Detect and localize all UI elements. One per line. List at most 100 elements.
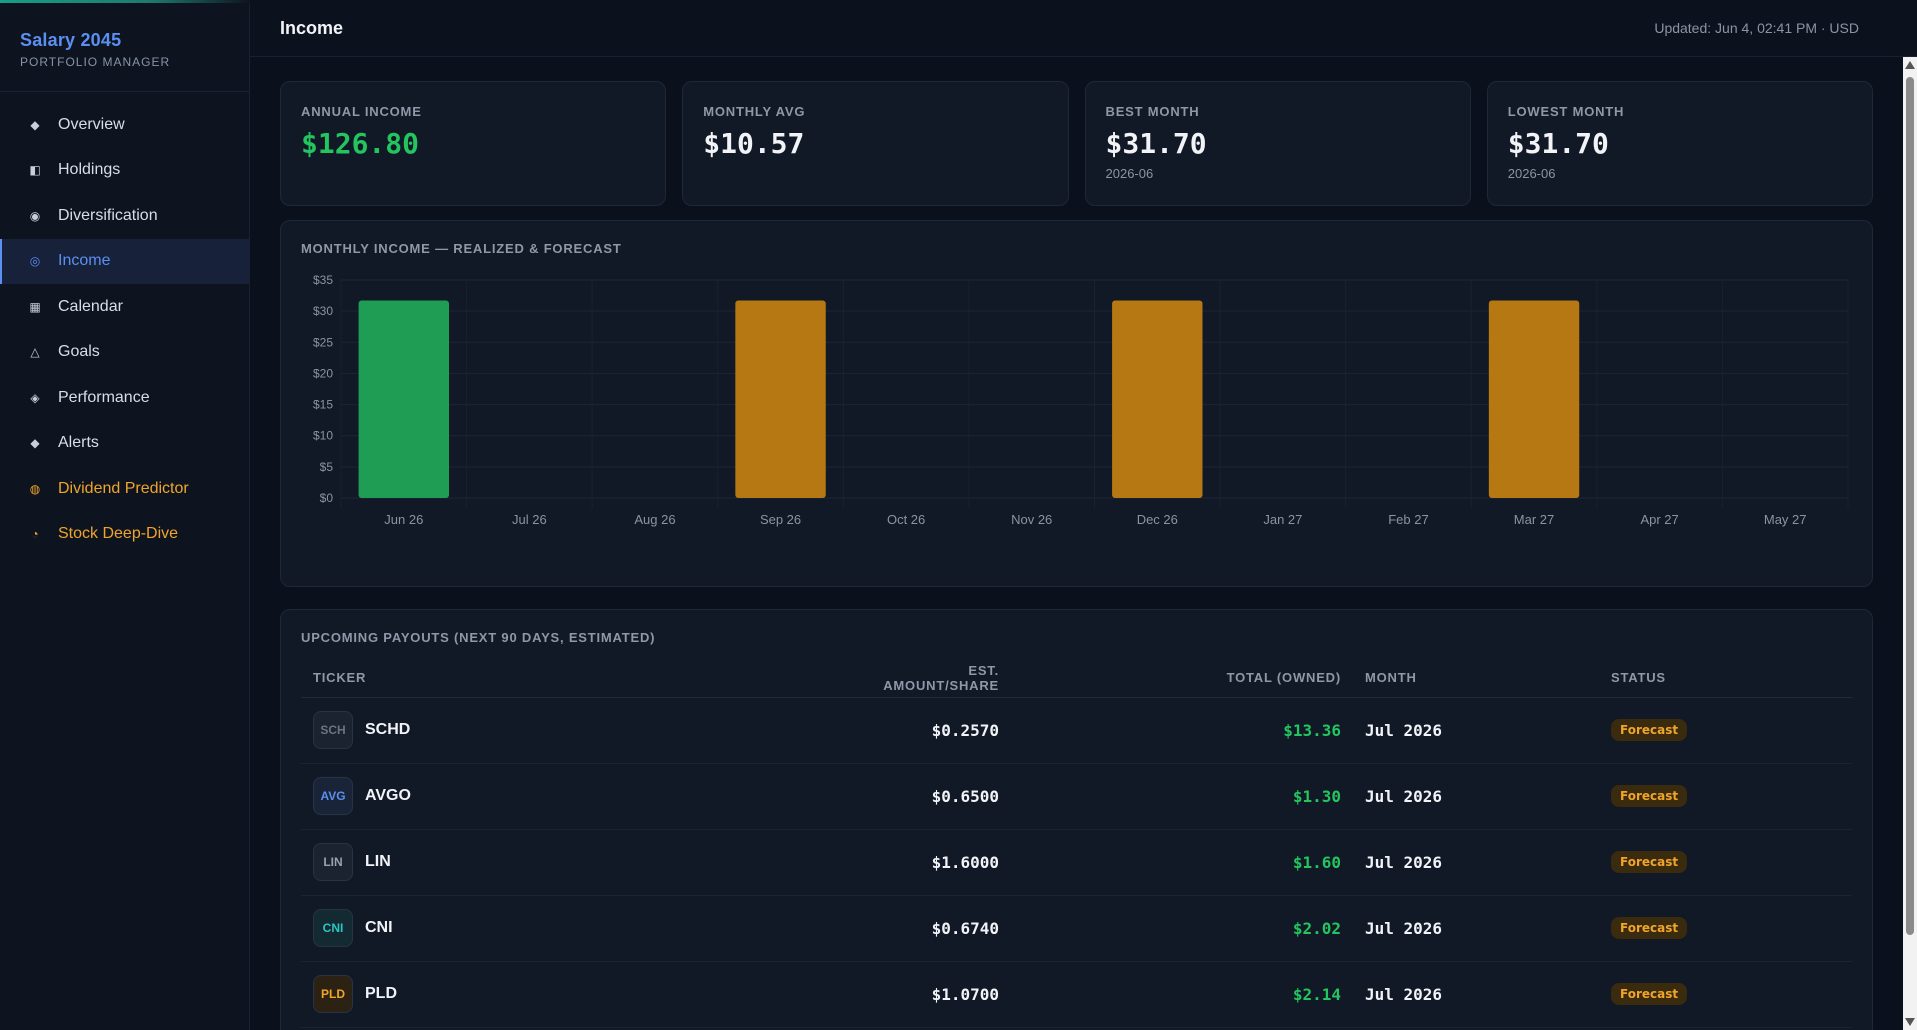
sidebar-item-stock-deep-dive[interactable]: ◔ Stock Deep-Dive [0,512,249,558]
sidebar-item-diversification[interactable]: ◉ Diversification [0,193,249,239]
scrollbar-thumb[interactable] [1906,77,1914,935]
upcoming-payouts-panel: UPCOMING PAYOUTS (NEXT 90 DAYS, ESTIMATE… [280,609,1873,1030]
sidebar-item-label: Goals [58,343,100,361]
ticker-symbol: LIN [365,853,391,870]
table-row[interactable]: PLD PLD $1.0700 $2.14 Jul 2026 Forecast [301,961,1852,1028]
ticker-logo: SCH [313,711,353,749]
total-owned: $1.60 [1011,829,1353,896]
brand-subtitle: PORTFOLIO MANAGER [20,55,171,69]
sidebar-item-income[interactable]: ◎ Income [0,238,249,284]
chart-x-tick-label: Apr 27 [1640,512,1678,527]
ticker-logo: AVG [313,777,353,815]
chart-x-tick-label: Jan 27 [1263,512,1302,527]
ticker-symbol: PLD [365,985,397,1002]
chart-x-tick-label: Mar 27 [1514,512,1554,527]
chart-y-tick-label: $10 [313,429,333,443]
kpi-subtext: 2026-06 [1507,166,1556,181]
chart-x-tick-label: Jul 26 [512,512,547,527]
table-row[interactable]: AVG AVGO $0.6500 $1.30 Jul 2026 Forecast [301,763,1852,830]
payouts-table: TICKER EST. AMOUNT/SHARE TOTAL (OWNED) M… [301,659,1852,1028]
sidebar: Salary 2045 PORTFOLIO MANAGER ◆ Overview … [0,0,250,1030]
kpi-best-month: BEST MONTH $31.70 2026-06 [1084,81,1471,206]
status-badge: Forecast [1611,983,1688,1005]
kpi-value: $126.80 [301,127,420,160]
chart-bar [735,300,826,498]
sidebar-item-dividend-predictor[interactable]: ◍ Dividend Predictor [0,466,249,512]
updated-timestamp: Updated: Jun 4, 02:41 PM · USD [1654,20,1859,36]
target-icon: ◉ [29,208,41,223]
triangle-icon: △ [30,345,40,360]
coin-icon: ◍ [29,481,41,496]
brand-title: Salary 2045 [20,30,122,50]
kpi-label: LOWEST MONTH [1507,104,1625,119]
col-header-amount[interactable]: EST. AMOUNT/SHARE [841,659,1011,698]
kpi-lowest-month: LOWEST MONTH $31.70 2026-06 [1486,81,1873,206]
kpi-value: $31.70 [1105,127,1207,160]
chart-y-tick-label: $30 [313,304,333,318]
status-cell: Forecast [1599,829,1852,896]
status-cell: Forecast [1599,961,1852,1028]
chart-bar [1488,300,1580,498]
ticker-logo: CNI [313,909,353,947]
status-badge: Forecast [1611,719,1688,741]
sidebar-item-holdings[interactable]: ◧ Holdings [0,148,249,194]
scroll-up-icon[interactable] [1905,61,1915,69]
scroll-down-icon[interactable] [1905,1018,1915,1026]
kpi-subtext: 2026-06 [1105,166,1154,181]
total-owned: $13.36 [1011,697,1353,764]
chart-bar [358,300,450,498]
status-badge: Forecast [1611,851,1688,873]
chart-x-tick-label: Feb 27 [1388,512,1428,527]
sidebar-item-label: Income [58,252,111,270]
chart-x-tick-label: May 27 [1764,512,1807,527]
diamond-icon: ◆ [30,117,40,132]
topbar: Income Updated: Jun 4, 02:41 PM · USD [250,0,1917,57]
status-cell: Forecast [1599,895,1852,962]
chart-y-tick-label: $25 [313,335,333,349]
ticker-logo: LIN [313,843,353,881]
status-cell: Forecast [1599,763,1852,830]
kpi-value: $31.70 [1507,127,1609,160]
ring-icon: ◎ [29,254,41,269]
chart-x-tick-label: Nov 26 [1011,512,1052,527]
sidebar-item-alerts[interactable]: ◆ Alerts [0,421,249,467]
payout-month: Jul 2026 [1353,961,1599,1028]
amount-per-share: $0.2570 [841,697,1011,764]
col-header-total[interactable]: TOTAL (OWNED) [1011,659,1353,698]
sidebar-item-label: Dividend Predictor [58,479,189,497]
sidebar-item-label: Alerts [58,434,99,452]
amount-per-share: $1.6000 [841,829,1011,896]
amount-per-share: $0.6740 [841,895,1011,962]
sidebar-item-overview[interactable]: ◆ Overview [0,102,249,148]
chart-x-tick-label: Aug 26 [634,512,675,527]
table-row[interactable]: CNI CNI $0.6740 $2.02 Jul 2026 Forecast [301,895,1852,962]
col-header-month[interactable]: MONTH [1353,659,1599,698]
table-row[interactable]: SCH SCHD $0.2570 $13.36 Jul 2026 Forecast [301,697,1852,764]
sidebar-item-performance[interactable]: ◈ Performance [0,375,249,421]
ticker-cell: PLD PLD [301,961,841,1028]
amount-per-share: $1.0700 [841,961,1011,1028]
kpi-label: BEST MONTH [1105,104,1200,119]
diamond-icon: ◆ [30,436,40,451]
vertical-scrollbar[interactable] [1903,57,1917,1030]
kpi-label: ANNUAL INCOME [301,104,422,119]
sidebar-item-label: Diversification [58,206,158,224]
sidebar-item-goals[interactable]: △ Goals [0,330,249,376]
pie-icon: ◔ [31,527,39,542]
sidebar-item-label: Stock Deep-Dive [58,525,179,543]
page-title: Income [280,17,344,38]
chart-y-tick-label: $35 [313,273,333,287]
col-header-status[interactable]: STATUS [1599,659,1852,698]
status-badge: Forecast [1611,785,1688,807]
col-header-ticker[interactable]: TICKER [301,659,841,698]
diamond-outline-icon: ◈ [30,390,40,405]
payout-month: Jul 2026 [1353,697,1599,764]
ticker-symbol: SCHD [365,721,411,738]
sidebar-item-calendar[interactable]: ▦ Calendar [0,284,249,330]
payouts-title: UPCOMING PAYOUTS (NEXT 90 DAYS, ESTIMATE… [301,630,656,645]
table-row[interactable]: LIN LIN $1.6000 $1.60 Jul 2026 Forecast [301,829,1852,896]
kpi-monthly-avg: MONTHLY AVG $10.57 [682,81,1069,206]
ticker-cell: SCH SCHD [301,697,841,764]
amount-per-share: $0.6500 [841,763,1011,830]
total-owned: $2.14 [1011,961,1353,1028]
